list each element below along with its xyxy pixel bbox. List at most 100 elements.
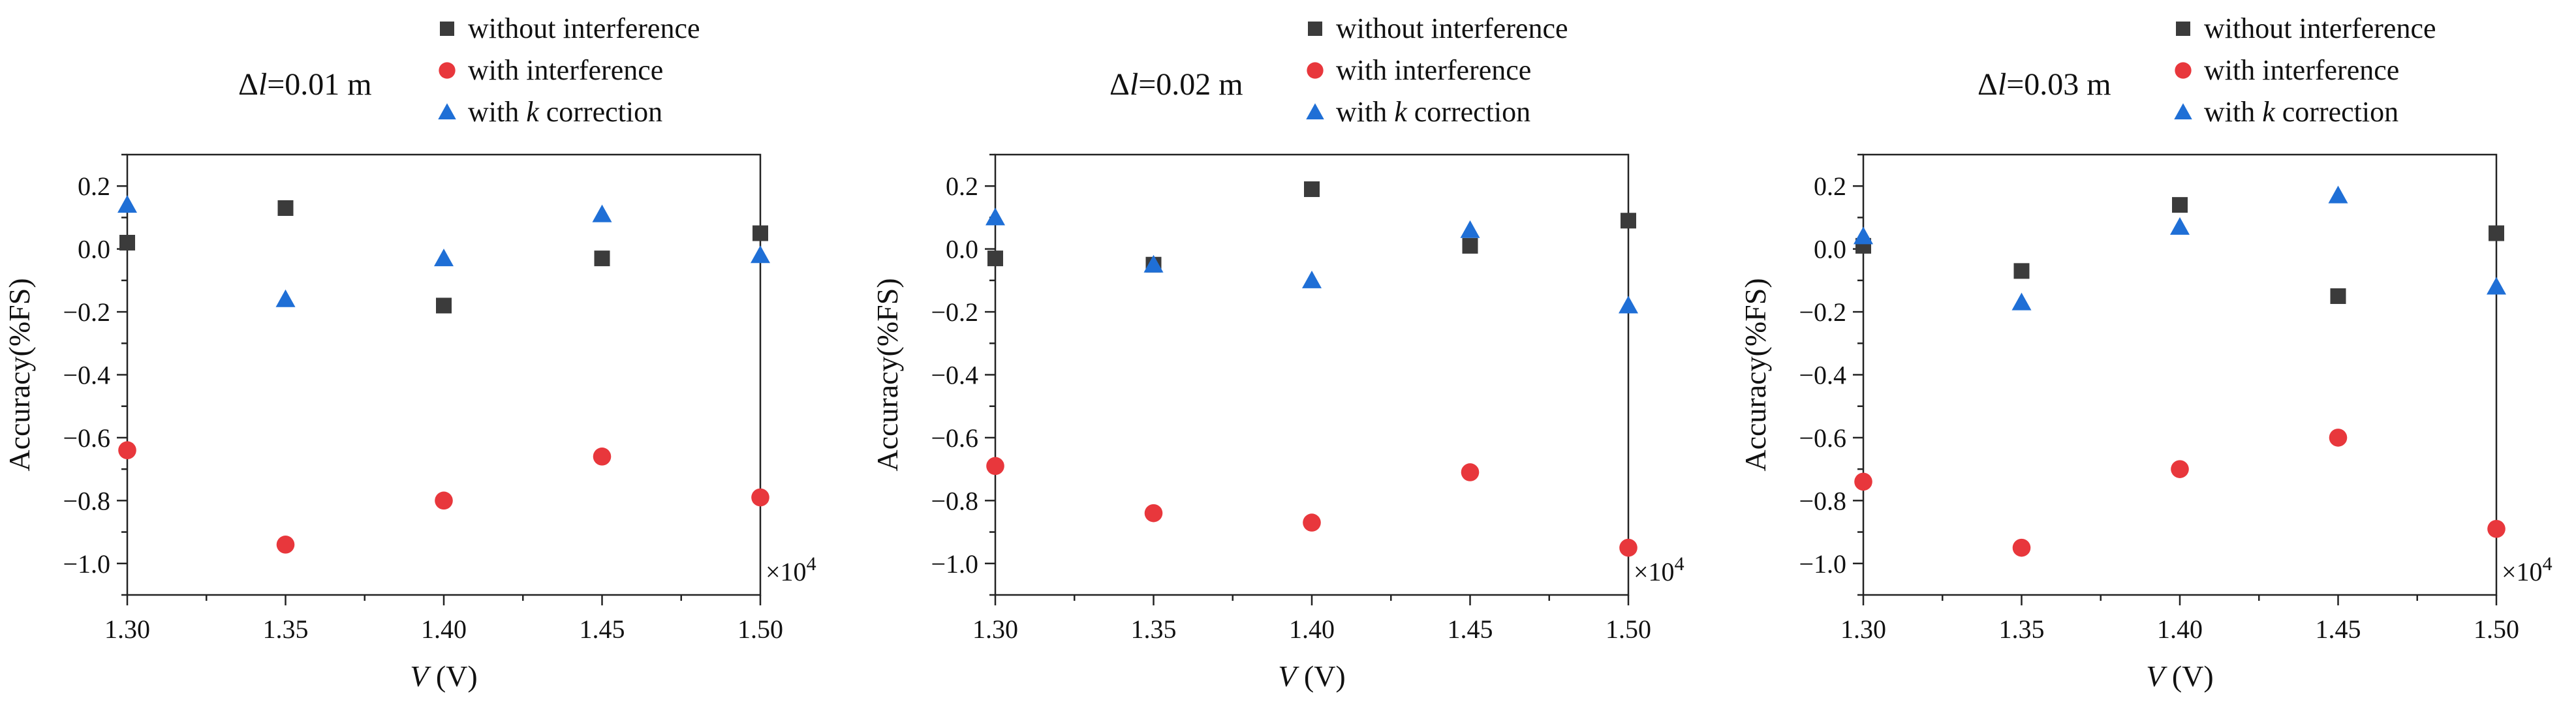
x-tick-label: 1.50: [737, 614, 783, 644]
x-multiplier-label: ×104: [2502, 553, 2553, 587]
data-point: [593, 448, 612, 466]
series-circle: [118, 441, 769, 554]
panel-title: Δl=0.02 m: [1110, 67, 1243, 102]
y-tick-label: −1.0: [1799, 549, 1846, 579]
data-point: [2170, 217, 2190, 235]
data-point: [277, 200, 294, 216]
series-square: [119, 200, 768, 314]
y-tick-label: 0.0: [78, 235, 110, 264]
data-point: [117, 195, 137, 213]
chart-panel-3: 0.2 0.0 −0.2 −0.4 −0.6 −0.8 −1.0 1.30 1.35 1.40 1.…: [1739, 12, 2553, 693]
x-axis-title: V (V): [410, 660, 477, 693]
legend-marker-square: [440, 22, 454, 36]
legend-label: with k correction: [1336, 96, 1530, 128]
y-tick-label: 0.2: [78, 172, 110, 201]
data-point: [1619, 538, 1637, 557]
data-point: [118, 441, 136, 460]
panel-title: Δl=0.01 m: [238, 67, 372, 102]
legend-label: with interference: [1336, 54, 1531, 86]
x-axis-title: V (V): [2146, 660, 2213, 693]
data-point: [2012, 538, 2031, 557]
y-axis-title: Accuracy(%FS): [1739, 278, 1772, 471]
x-tick-label: 1.30: [104, 614, 150, 644]
data-point: [1854, 226, 1873, 245]
y-axis-title: Accuracy(%FS): [871, 278, 904, 471]
data-point: [2171, 460, 2189, 478]
data-point: [2011, 292, 2032, 311]
data-point: [1619, 296, 1638, 314]
x-tick-label: 1.35: [263, 614, 309, 644]
y-tick-label: −0.4: [63, 361, 110, 390]
chart-panel-1: 0.2 0.0 −0.2 −0.4 −0.6 −0.8 −1.0 1.30 1.35 1.40 1.…: [3, 12, 816, 693]
legend-marker-circle: [1307, 62, 1324, 79]
series-triangle: [117, 195, 770, 307]
legend: without interference with interference wit…: [1306, 12, 1568, 128]
data-point: [1302, 270, 1322, 288]
data-point: [1621, 213, 1636, 229]
legend: without interference with interference wit…: [2174, 12, 2436, 128]
data-point: [594, 250, 610, 267]
legend-marker-triangle: [438, 103, 456, 119]
data-point: [751, 245, 770, 264]
y-tick-label: −0.2: [931, 297, 978, 327]
data-point: [1854, 472, 1872, 491]
data-point: [1303, 513, 1321, 532]
data-point: [2172, 197, 2188, 213]
y-tick-label: −0.6: [1799, 423, 1846, 453]
y-tick-label: −0.4: [931, 361, 978, 390]
panel-title: Δl=0.03 m: [1978, 67, 2111, 102]
legend: without interference with interference wit…: [438, 12, 700, 128]
x-tick-label: 1.45: [580, 614, 625, 644]
legend-marker-circle: [2175, 62, 2192, 79]
data-point: [275, 289, 296, 307]
data-point: [1460, 220, 1480, 238]
legend-marker-triangle: [2174, 103, 2192, 119]
y-tick-label: 0.0: [1814, 235, 1846, 264]
x-tick-label: 1.45: [2316, 614, 2361, 644]
y-axis-title: Accuracy(%FS): [3, 278, 36, 471]
data-point: [2329, 429, 2348, 447]
data-point: [1462, 237, 1478, 254]
x-tick-label: 1.40: [421, 614, 467, 644]
series-triangle: [985, 207, 1638, 314]
legend-label: with k correction: [2204, 96, 2398, 128]
x-tick-label: 1.45: [1448, 614, 1493, 644]
y-tick-label: −0.2: [1799, 297, 1846, 327]
data-point: [436, 297, 452, 314]
x-tick-label: 1.40: [2157, 614, 2203, 644]
data-point: [592, 204, 612, 222]
legend-label: without interference: [468, 12, 700, 44]
x-multiplier-label: ×104: [1634, 553, 1684, 587]
data-point: [276, 536, 295, 554]
series-circle: [986, 457, 1637, 557]
y-tick-label: −0.8: [1799, 486, 1846, 515]
y-tick-label: 0.2: [946, 172, 978, 201]
data-point: [2330, 288, 2346, 304]
x-tick-label: 1.30: [1840, 614, 1886, 644]
data-point: [119, 235, 135, 250]
x-tick-label: 1.40: [1289, 614, 1335, 644]
data-point: [2489, 225, 2504, 241]
data-point: [2487, 519, 2506, 538]
legend-label: without interference: [2204, 12, 2436, 44]
y-tick-label: −0.4: [1799, 361, 1846, 390]
x-tick-label: 1.35: [1999, 614, 2045, 644]
data-point: [987, 250, 1003, 267]
series-circle: [1854, 429, 2506, 557]
y-tick-label: 0.2: [1814, 172, 1846, 201]
x-axis-title: V (V): [1278, 660, 1345, 693]
series-square: [1855, 197, 2504, 304]
y-tick-label: −1.0: [63, 549, 110, 579]
series-triangle: [1854, 185, 2506, 311]
series-square: [987, 181, 1636, 273]
data-point: [2013, 263, 2030, 279]
data-point: [751, 488, 769, 507]
legend-marker-triangle: [1306, 103, 1324, 119]
legend-marker-circle: [439, 62, 456, 79]
legend-marker-square: [1308, 22, 1322, 36]
data-point: [434, 249, 454, 267]
data-point: [1304, 181, 1320, 198]
legend-label: without interference: [1336, 12, 1568, 44]
y-tick-label: −0.8: [63, 486, 110, 515]
